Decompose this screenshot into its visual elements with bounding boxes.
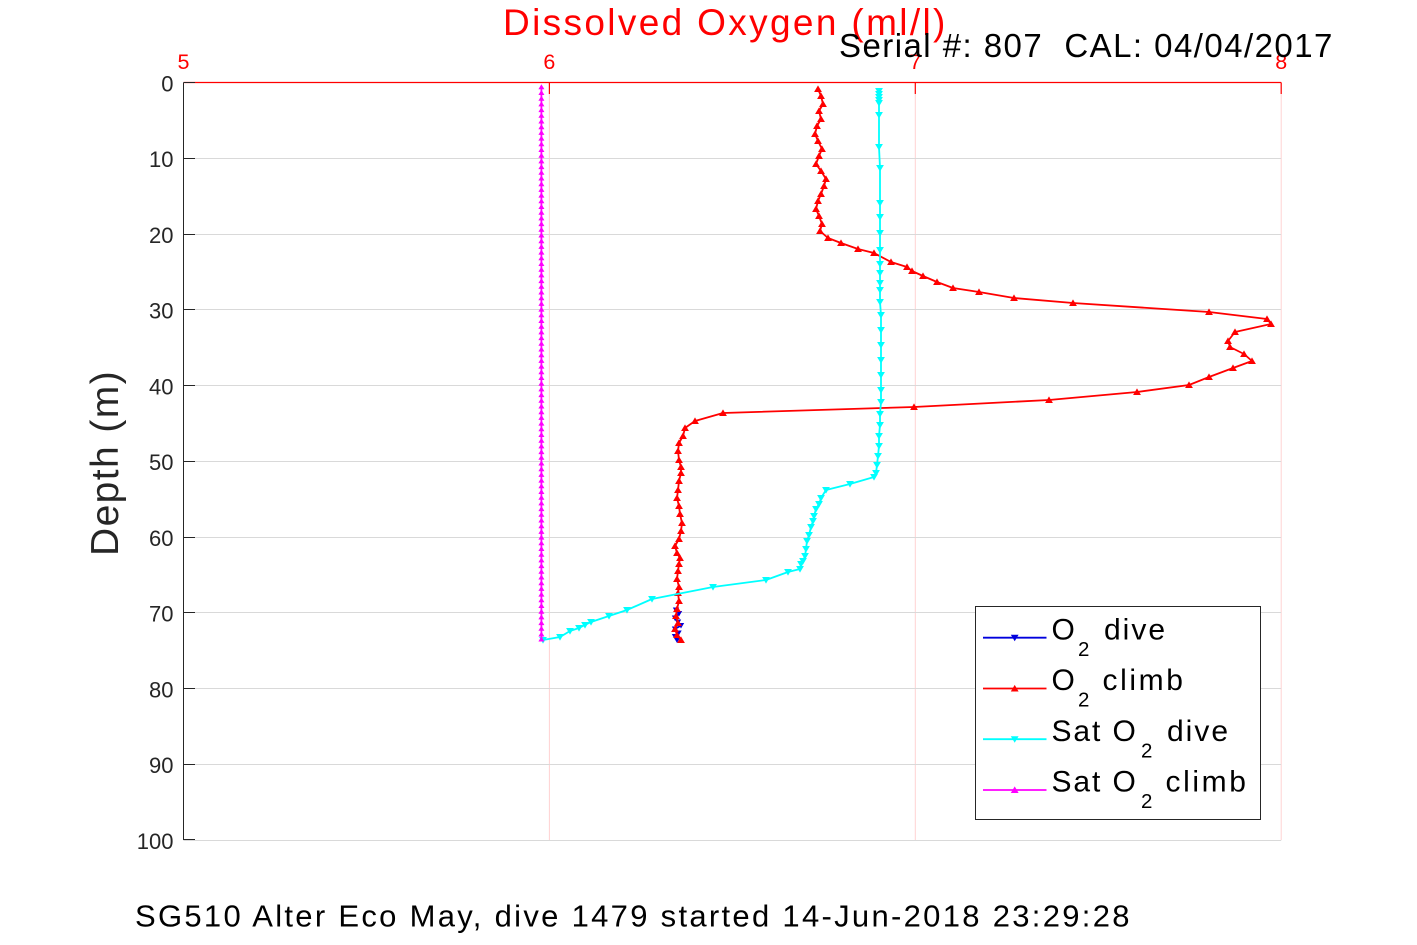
svg-text:5: 5 (178, 50, 190, 74)
svg-text:20: 20 (149, 223, 173, 248)
svg-text:100: 100 (137, 829, 174, 854)
svg-text:80: 80 (149, 677, 173, 702)
svg-text:7: 7 (909, 50, 921, 74)
svg-text:50: 50 (149, 450, 173, 475)
svg-text:0: 0 (161, 71, 173, 96)
svg-text:10: 10 (149, 147, 173, 172)
svg-text:60: 60 (149, 526, 173, 551)
svg-text:8: 8 (1275, 50, 1287, 74)
svg-text:Serial #: 807 CAL: 04/04/2017: Serial #: 807 CAL: 04/04/2017 (839, 27, 1334, 64)
svg-text:Depth (m): Depth (m) (84, 370, 127, 556)
svg-text:90: 90 (149, 753, 173, 778)
svg-text:SG510 Alter Eco May, dive 1479: SG510 Alter Eco May, dive 1479 started 1… (135, 899, 1132, 934)
svg-text:30: 30 (149, 299, 173, 324)
svg-text:70: 70 (149, 602, 173, 627)
svg-text:Dissolved Oxygen (ml/l): Dissolved Oxygen (ml/l) (503, 2, 948, 43)
svg-text:40: 40 (149, 374, 173, 399)
svg-text:6: 6 (543, 50, 555, 74)
